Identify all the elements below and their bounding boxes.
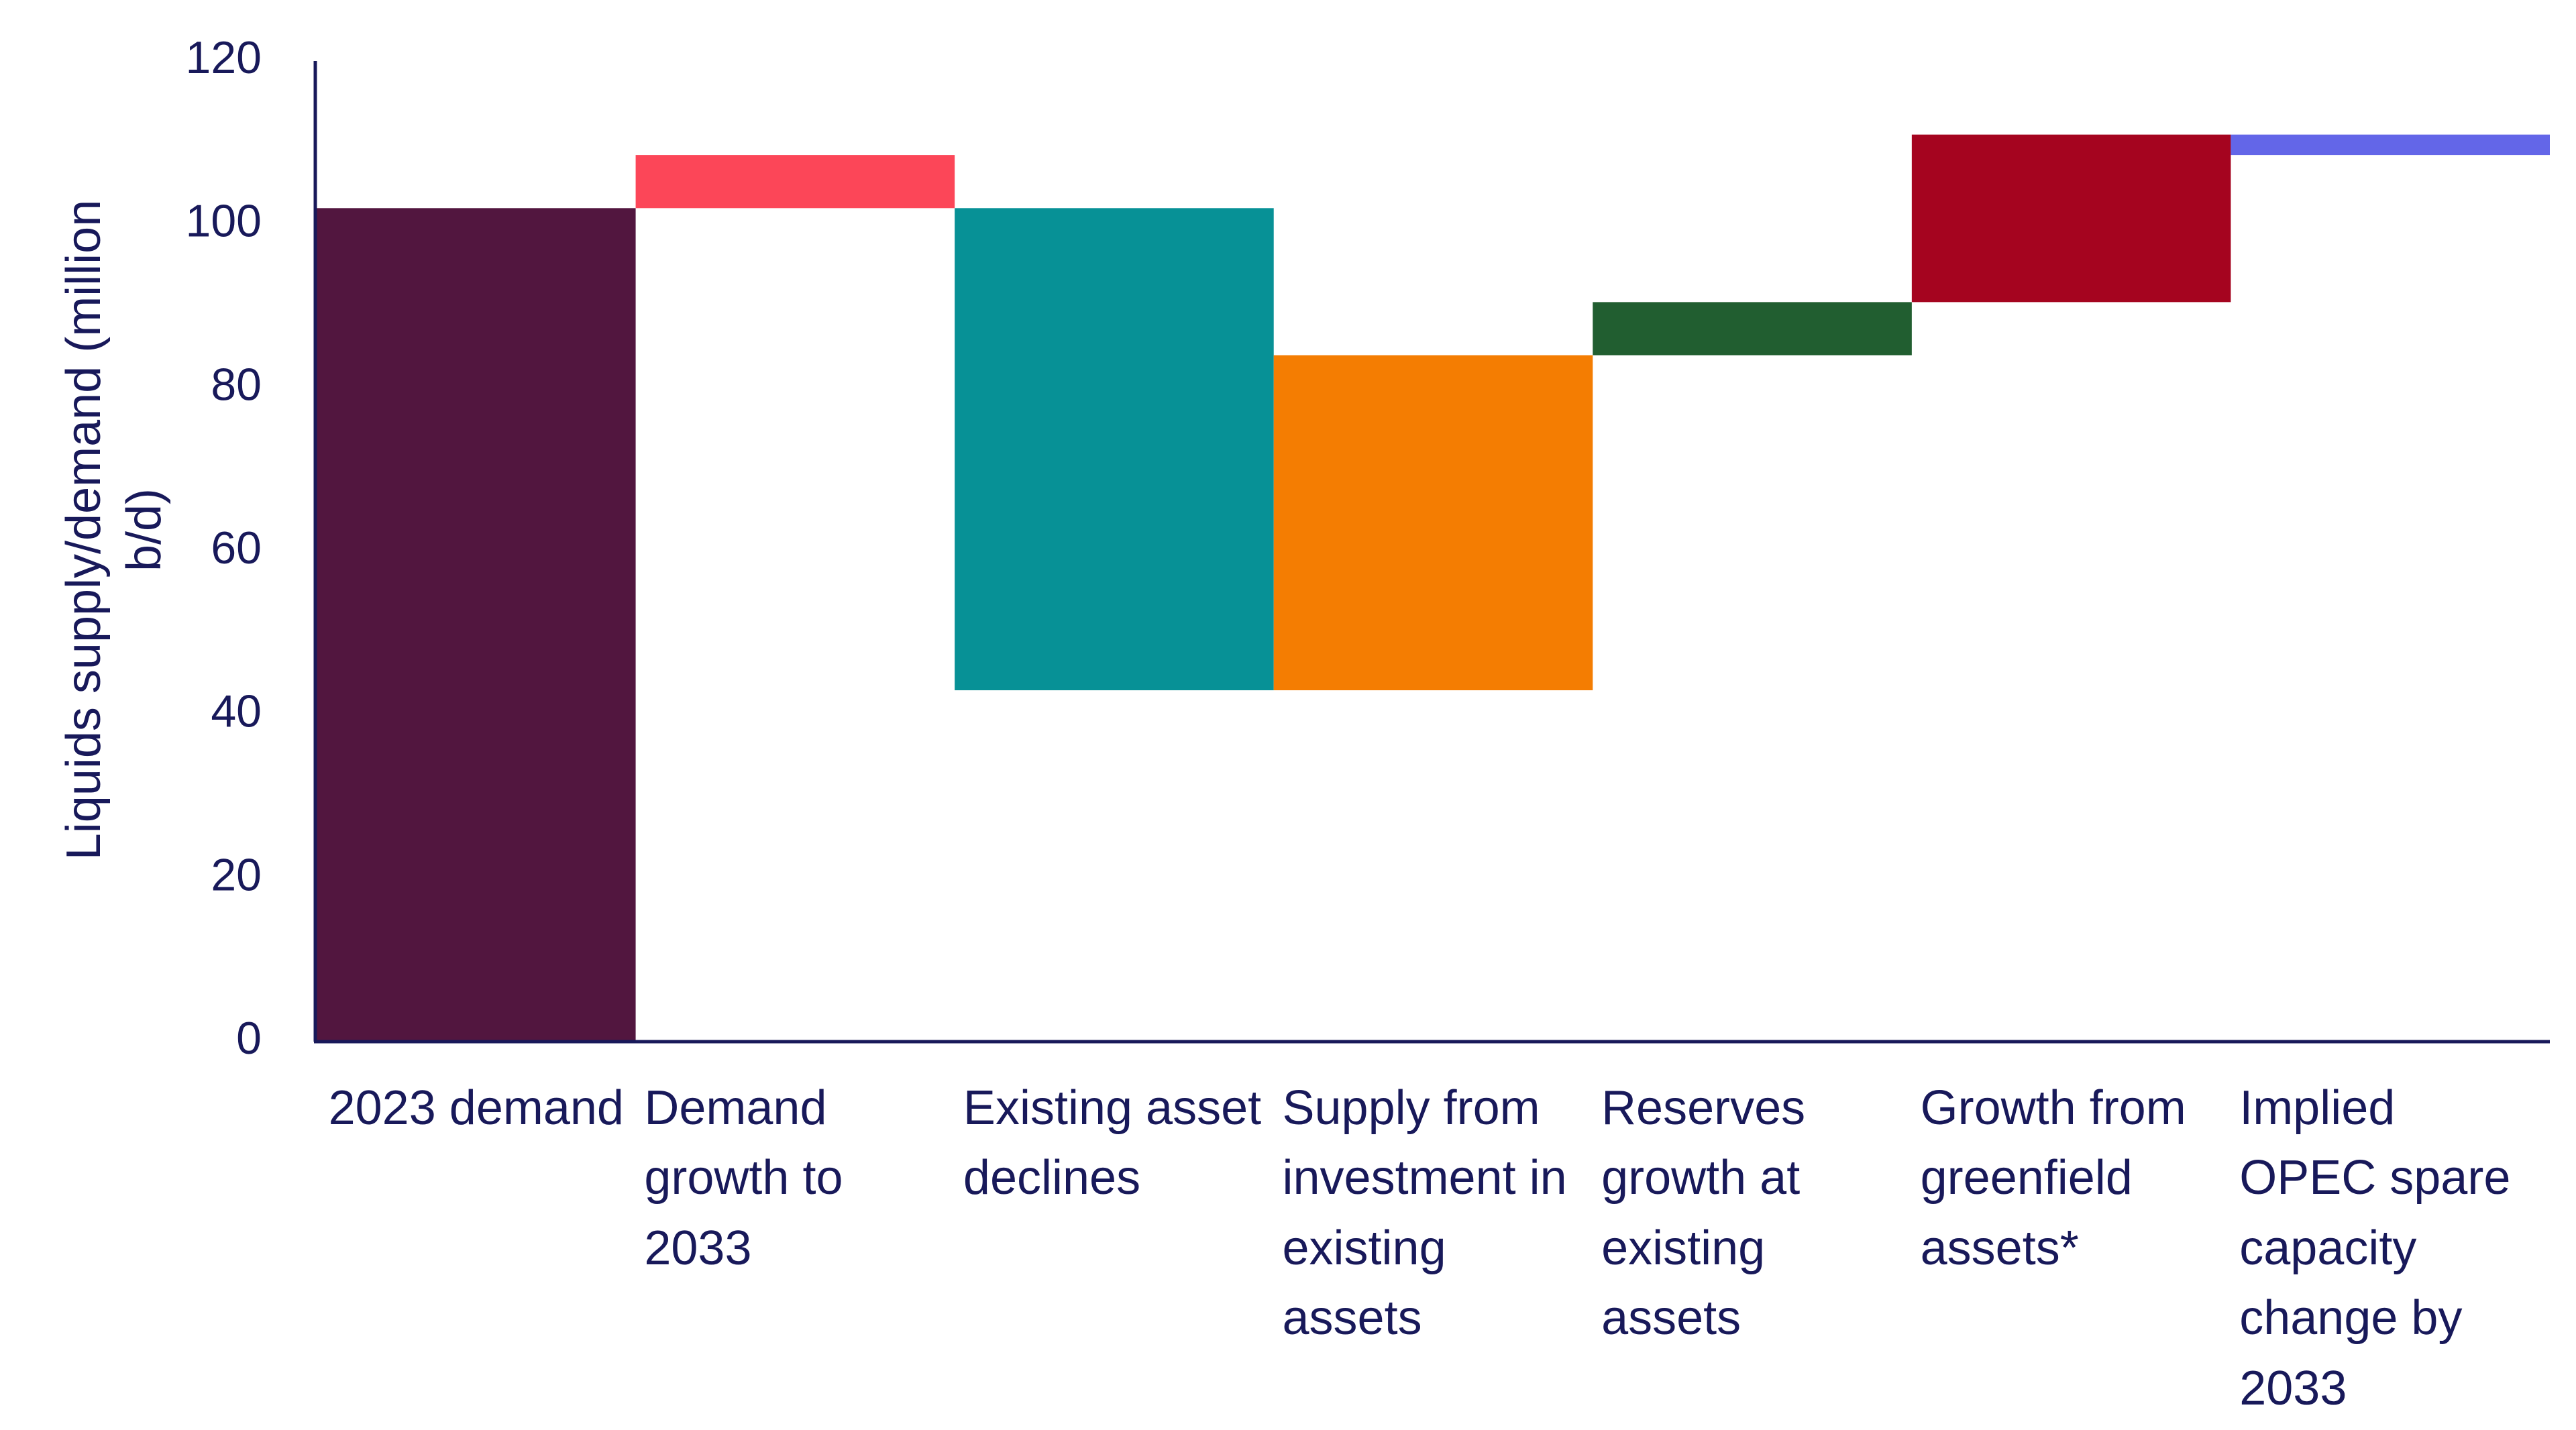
x-tick-label-box: Implied OPEC spare capacity change by 20… xyxy=(2231,1073,2550,1423)
bar xyxy=(955,208,1274,691)
x-tick-label: Growth from greenfield assets* xyxy=(1920,1081,2186,1275)
x-tick-label: 2023 demand xyxy=(328,1081,624,1135)
y-axis-title: Liquids supply/demand (million b/d) xyxy=(57,199,171,861)
x-tick-label-box: Existing asset declines xyxy=(955,1073,1274,1213)
y-tick-label: 40 xyxy=(211,686,262,737)
x-tick-label-box: 2023 demand xyxy=(317,1073,636,1143)
x-tick-label: Existing asset declines xyxy=(963,1081,1262,1205)
y-tick-label: 100 xyxy=(186,196,262,247)
x-tick-label-box: Demand growth to 2033 xyxy=(636,1073,955,1283)
y-tick-label: 60 xyxy=(211,522,262,573)
y-tick-label: 20 xyxy=(211,849,262,900)
x-tick-label-box: Growth from greenfield assets* xyxy=(1912,1073,2231,1283)
y-tick-label: 80 xyxy=(211,359,262,410)
x-tick-label: Reserves growth at existing assets xyxy=(1601,1081,1806,1345)
x-tick-label: Implied OPEC spare capacity change by 20… xyxy=(2239,1081,2511,1415)
y-tick-label: 120 xyxy=(186,32,262,83)
bar xyxy=(317,208,636,1042)
x-tick-label-box: Reserves growth at existing assets xyxy=(1593,1073,1912,1354)
x-tick-label: Supply from investment in existing asset… xyxy=(1282,1081,1567,1345)
bar xyxy=(1593,302,1912,355)
bar xyxy=(1911,134,2231,302)
y-tick-label: 0 xyxy=(236,1013,262,1064)
x-tick-label: Demand growth to 2033 xyxy=(644,1081,843,1275)
bar xyxy=(635,155,955,209)
bar xyxy=(1273,355,1593,691)
bar xyxy=(2231,134,2550,156)
x-tick-label-box: Supply from investment in existing asset… xyxy=(1274,1073,1593,1354)
